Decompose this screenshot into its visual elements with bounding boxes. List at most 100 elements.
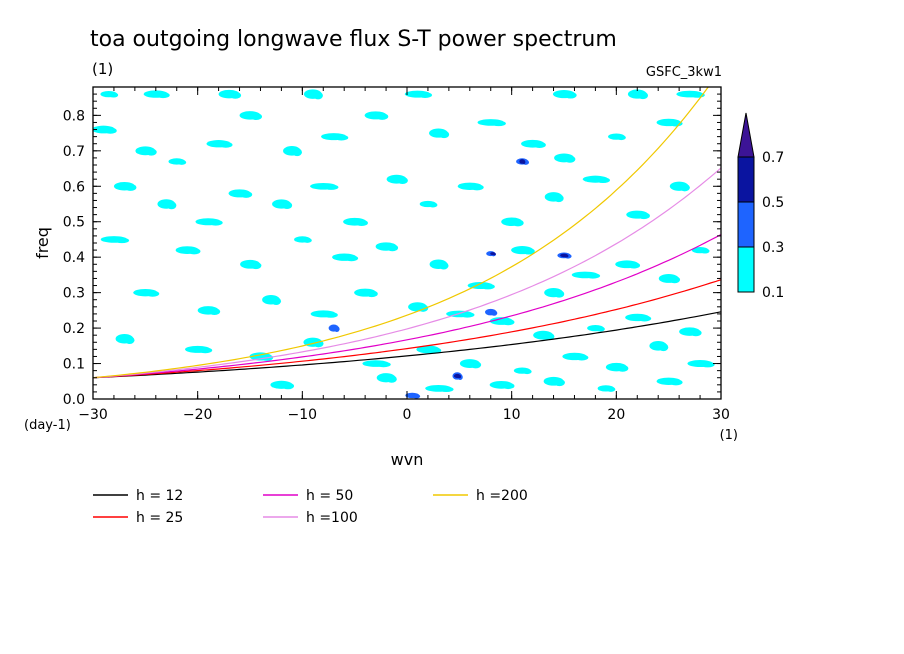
- contour-patch-level-01: [438, 130, 450, 139]
- legend-label: h = 50: [306, 488, 353, 504]
- contour-patch-level-01: [543, 332, 555, 341]
- x-tick-label: 30: [712, 407, 730, 423]
- contour-patch-level-01: [355, 219, 368, 226]
- plot-area: −30 −20 −10 0 10 20 30 0.00.10.20.30.40.50.60.…: [63, 86, 730, 423]
- contour-patch-level-01: [376, 113, 389, 120]
- contour-patch-level-01: [459, 312, 475, 318]
- y-unit-label: (day-1): [24, 418, 71, 433]
- legend-label: h =100: [306, 510, 358, 526]
- contour-patch-level-03: [412, 394, 421, 399]
- contour-patch-level-01: [156, 92, 170, 99]
- x-tick-label: 0: [403, 407, 412, 423]
- curve-12: [93, 311, 721, 379]
- y-tick-label: 0.1: [63, 357, 85, 373]
- contour-patch-level-01: [428, 202, 438, 208]
- contour-patch-level-01: [418, 92, 433, 98]
- contour-patch-level-01: [219, 141, 233, 148]
- colorbar-level-label: 0.5: [762, 195, 784, 211]
- contour-patch-level-01: [564, 155, 576, 163]
- contour-patch-level-01: [470, 361, 482, 369]
- contour-patch-level-03: [491, 310, 498, 316]
- contour-patch-level-01: [323, 312, 338, 318]
- contour-patch-level-01: [554, 379, 565, 387]
- x-tick-label: −30: [78, 407, 108, 423]
- colorbar: 0.7 0.5 0.3 0.1: [737, 112, 784, 301]
- y-tick-label: 0.2: [63, 321, 85, 337]
- contour-patch-level-01: [669, 276, 681, 284]
- contour-patch-level-01: [658, 343, 669, 352]
- contour-patch-level-01: [145, 148, 157, 156]
- contour-patch-level-01: [480, 283, 495, 290]
- colorbar-level-label: 0.3: [762, 240, 784, 256]
- contour-patch-level-01: [501, 382, 515, 390]
- contour-patch-level-01: [512, 219, 524, 227]
- contour-patches: [93, 89, 715, 399]
- contour-patch-level-01: [166, 201, 177, 210]
- legend: h = 12 h = 25 h = 50 h =100 h =200: [93, 488, 528, 526]
- x-axis-label: wvn: [391, 450, 424, 469]
- contour-patch-level-01: [386, 375, 397, 383]
- contour-patch-level-01: [595, 326, 605, 332]
- contour-patch-level-01: [491, 120, 506, 127]
- contour-patch-level-01: [124, 184, 137, 191]
- x-tick-label: −20: [183, 407, 213, 423]
- model-label: GSFC_3kw1: [646, 65, 722, 80]
- contour-patch-level-01: [637, 212, 650, 220]
- contour-patch-level-01: [669, 120, 683, 127]
- contour-patch-level-03: [333, 326, 340, 333]
- contour-patch-level-01: [344, 255, 359, 262]
- contour-patch-level-01: [428, 347, 442, 354]
- colorbar-arrow: [737, 112, 755, 158]
- contour-patch-level-01: [438, 261, 449, 270]
- dispersion-curves: [93, 87, 721, 379]
- contour-patch-level-01: [533, 141, 546, 148]
- y-tick-label: 0.5: [63, 215, 85, 231]
- contour-patch-level-01: [281, 382, 295, 390]
- y-tick-label: 0.7: [63, 144, 85, 160]
- contour-patch-level-01: [397, 176, 408, 185]
- contour-patch-level-01: [229, 91, 242, 99]
- y-tick-label: 0.8: [63, 108, 85, 124]
- colorbar-segment: [737, 246, 755, 293]
- y-axis-label: freq: [33, 227, 52, 259]
- contour-patch-level-01: [501, 319, 515, 326]
- contour-patch-level-01: [564, 92, 577, 99]
- chart-title: toa outgoing longwave flux S-T power spe…: [90, 27, 617, 52]
- contour-patch-level-05: [522, 160, 526, 165]
- contour-patch-level-01: [386, 244, 399, 252]
- contour-patch-level-01: [313, 91, 323, 100]
- contour-patch-level-01: [616, 135, 626, 141]
- contour-patch-level-01: [606, 386, 616, 392]
- contour-patch-level-01: [470, 184, 484, 191]
- x-tick-label: −10: [288, 407, 318, 423]
- contour-patch-level-05: [457, 374, 462, 379]
- plot-frame: [92, 86, 722, 400]
- y-tick-label: 0.3: [63, 286, 85, 302]
- contour-patch-level-01: [522, 369, 532, 375]
- colorbar-segment: [737, 201, 755, 248]
- legend-label: h =200: [476, 488, 528, 504]
- contour-patch-level-01: [679, 183, 690, 192]
- contour-patch-level-01: [145, 290, 160, 297]
- contour-patch-level-01: [187, 248, 201, 255]
- contour-patch-level-01: [281, 201, 293, 210]
- curve-200: [93, 87, 709, 379]
- contour-patch-level-01: [596, 177, 610, 184]
- x-tick-label: 10: [503, 407, 521, 423]
- chart-subtitle: (1): [92, 60, 113, 78]
- contour-patch-level-05: [564, 254, 569, 258]
- contour-patch-level-01: [700, 361, 715, 368]
- colorbar-segment: [737, 156, 755, 203]
- contour-patch-level-01: [177, 159, 187, 165]
- contour-patch-level-01: [271, 297, 282, 305]
- x-tick-label: 20: [607, 407, 625, 423]
- x-axis: −30 −20 −10 0 10 20 30: [78, 87, 730, 423]
- contour-patch-level-01: [690, 329, 702, 337]
- curve-100: [93, 167, 721, 379]
- contour-patch-level-01: [376, 361, 391, 368]
- contour-patch-level-01: [637, 91, 649, 100]
- curve-50: [93, 233, 721, 379]
- contour-patch-level-01: [292, 148, 302, 157]
- contour-patch-level-01: [637, 315, 652, 322]
- contour-patch-level-01: [575, 354, 589, 361]
